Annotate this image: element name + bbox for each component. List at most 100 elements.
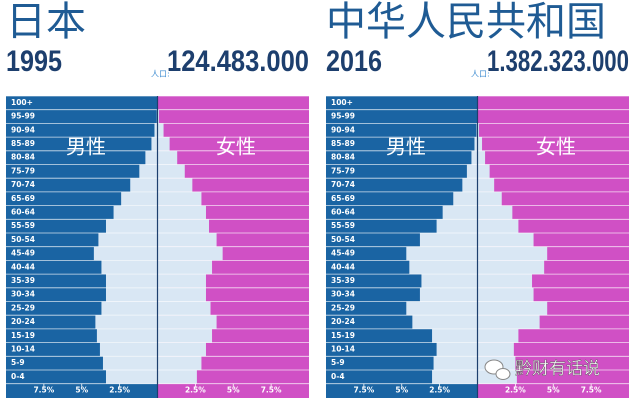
male-bar (93, 246, 158, 261)
male-bar (466, 164, 478, 179)
female-bar (157, 328, 213, 343)
x-tick-label: 2.5% (505, 386, 526, 395)
male-bar (105, 274, 158, 288)
male-bar (406, 246, 478, 261)
male-bar (105, 219, 158, 233)
age-label: 45-49 (11, 249, 35, 258)
age-label: 100+ (11, 98, 33, 107)
female-bar (477, 315, 540, 329)
age-label: 40-44 (11, 262, 35, 271)
male-bar (139, 164, 158, 179)
age-label: 90-94 (11, 125, 35, 134)
age-label: 55-59 (331, 221, 355, 230)
age-label: 5-9 (11, 358, 25, 367)
age-label: 20-24 (331, 317, 355, 326)
male-bar (419, 287, 478, 302)
age-label: 35-39 (11, 276, 35, 285)
male-bar (471, 150, 478, 165)
chart-title: 中华人民共和国 (326, 0, 606, 45)
age-label: 25-29 (331, 303, 355, 312)
female-bar (157, 178, 193, 192)
female-bar (157, 123, 164, 138)
age-label: 80-84 (331, 153, 355, 162)
x-tick-label: 2.5% (429, 386, 450, 395)
age-label: 5-9 (331, 358, 345, 367)
age-label: 30-34 (11, 290, 35, 299)
age-label: 10-14 (331, 344, 355, 353)
age-label: 35-39 (331, 276, 355, 285)
female-bar (157, 150, 178, 165)
age-label: 45-49 (331, 249, 355, 258)
female-bar (477, 328, 519, 343)
female-bar (157, 342, 206, 357)
age-label: 30-34 (331, 290, 355, 299)
male-bar (419, 233, 478, 247)
female-bar (157, 191, 202, 206)
legend-female: 女性 (216, 135, 256, 159)
male-bar (406, 301, 478, 316)
population-label: 人口: (471, 70, 490, 79)
watermark: 黔财有话说 (515, 359, 600, 379)
male-bar (154, 123, 158, 138)
female-bar (477, 342, 514, 357)
male-bar (101, 260, 158, 275)
population-label: 人口: (151, 70, 170, 79)
age-label: 100+ (331, 98, 353, 107)
male-bar (121, 191, 158, 206)
male-bar (101, 301, 158, 316)
age-label: 20-24 (11, 317, 35, 326)
age-label: 65-69 (11, 194, 35, 203)
female-bar (157, 315, 217, 329)
age-label: 85-89 (11, 139, 35, 148)
x-tick-label: 2.5% (109, 386, 130, 395)
female-bar (157, 274, 206, 288)
female-bar (477, 274, 533, 288)
male-bar (412, 315, 478, 329)
age-label: 25-29 (11, 303, 35, 312)
x-tick-label: 2.5% (185, 386, 206, 395)
female-bar (157, 246, 223, 261)
age-label: 90-94 (331, 125, 355, 134)
male-bar (98, 233, 158, 247)
year: 1995 (6, 45, 62, 78)
x-tick-label: 5% (395, 386, 408, 395)
female-bar (477, 219, 519, 233)
age-label: 55-59 (11, 221, 35, 230)
age-label: 15-19 (331, 331, 355, 340)
age-label: 85-89 (331, 139, 355, 148)
female-bar (477, 123, 480, 138)
male-bar (462, 178, 478, 192)
male-bar (102, 356, 158, 370)
female-bar (157, 219, 210, 233)
female-bar (477, 260, 545, 275)
age-label: 60-64 (331, 207, 355, 216)
male-bar (151, 137, 158, 151)
female-bar (157, 287, 206, 302)
legend-male: 男性 (66, 135, 106, 159)
female-bar (157, 356, 202, 370)
age-label: 70-74 (11, 180, 35, 189)
male-bar (442, 205, 478, 220)
chart-title: 日本 (6, 0, 86, 45)
age-label: 70-74 (331, 180, 355, 189)
female-bar (477, 137, 483, 151)
x-tick-label: 7.5% (33, 386, 54, 395)
male-bar (436, 219, 478, 233)
female-bar (157, 109, 160, 124)
male-bar (145, 150, 158, 165)
male-bar (432, 328, 478, 343)
female-bar (477, 164, 490, 179)
male-bar (96, 328, 158, 343)
age-label: 10-14 (11, 344, 35, 353)
female-bar (157, 164, 185, 179)
male-bar (409, 260, 478, 275)
male-bar (421, 274, 478, 288)
age-label: 0-4 (331, 372, 345, 381)
legend-male: 男性 (386, 135, 426, 159)
female-bar (477, 287, 534, 302)
female-bar (477, 191, 502, 206)
x-tick-label: 5% (547, 386, 560, 395)
male-bar (95, 315, 158, 329)
